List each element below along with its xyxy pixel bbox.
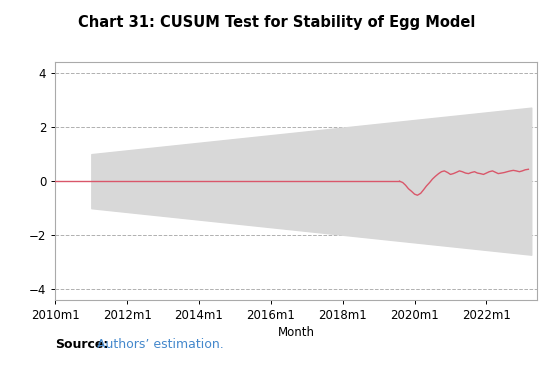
X-axis label: Month: Month xyxy=(278,326,315,339)
Text: Source:: Source: xyxy=(55,338,109,351)
Text: Chart 31: CUSUM Test for Stability of Egg Model: Chart 31: CUSUM Test for Stability of Eg… xyxy=(78,15,476,30)
Text: Authors’ estimation.: Authors’ estimation. xyxy=(93,338,224,351)
